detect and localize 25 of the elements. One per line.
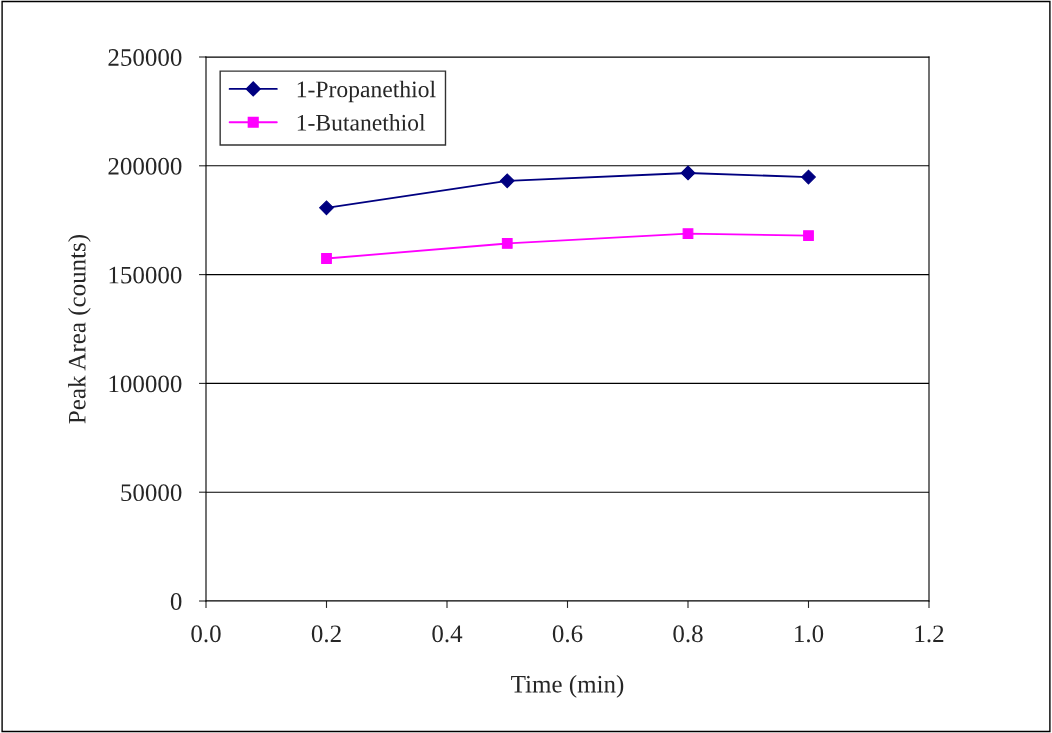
legend-label: 1-Butanethiol [297, 114, 426, 131]
y-tick-label: 150000 [109, 266, 182, 284]
x-tick-label: 1.2 [915, 625, 944, 643]
y-tick-label: 50000 [121, 484, 182, 502]
point [682, 228, 694, 240]
point [801, 169, 816, 185]
x-tick-label: 0.0 [191, 625, 221, 643]
x-tick-label: 0.2 [311, 625, 341, 643]
y-tick-label: 0 [170, 593, 182, 610]
x-tick-label: 0.8 [673, 625, 703, 643]
point [803, 230, 814, 242]
point [680, 165, 696, 181]
y-tick-label: 200000 [108, 157, 182, 175]
x-tick-label: 1.0 [795, 625, 824, 643]
point [319, 200, 334, 216]
x-tick-label: 0.6 [552, 625, 583, 643]
y-tick-label: 250000 [108, 49, 182, 66]
point [499, 173, 515, 189]
x-axis-title: Time (min) [511, 675, 624, 698]
y-tick-label: 100000 [109, 375, 182, 393]
legend-label: 1-Propanethiol [297, 80, 436, 103]
point [321, 253, 332, 264]
x-tick-label: 0.4 [432, 625, 463, 643]
y-axis-title: Peak Area (counts) [68, 234, 91, 424]
point [501, 238, 513, 249]
